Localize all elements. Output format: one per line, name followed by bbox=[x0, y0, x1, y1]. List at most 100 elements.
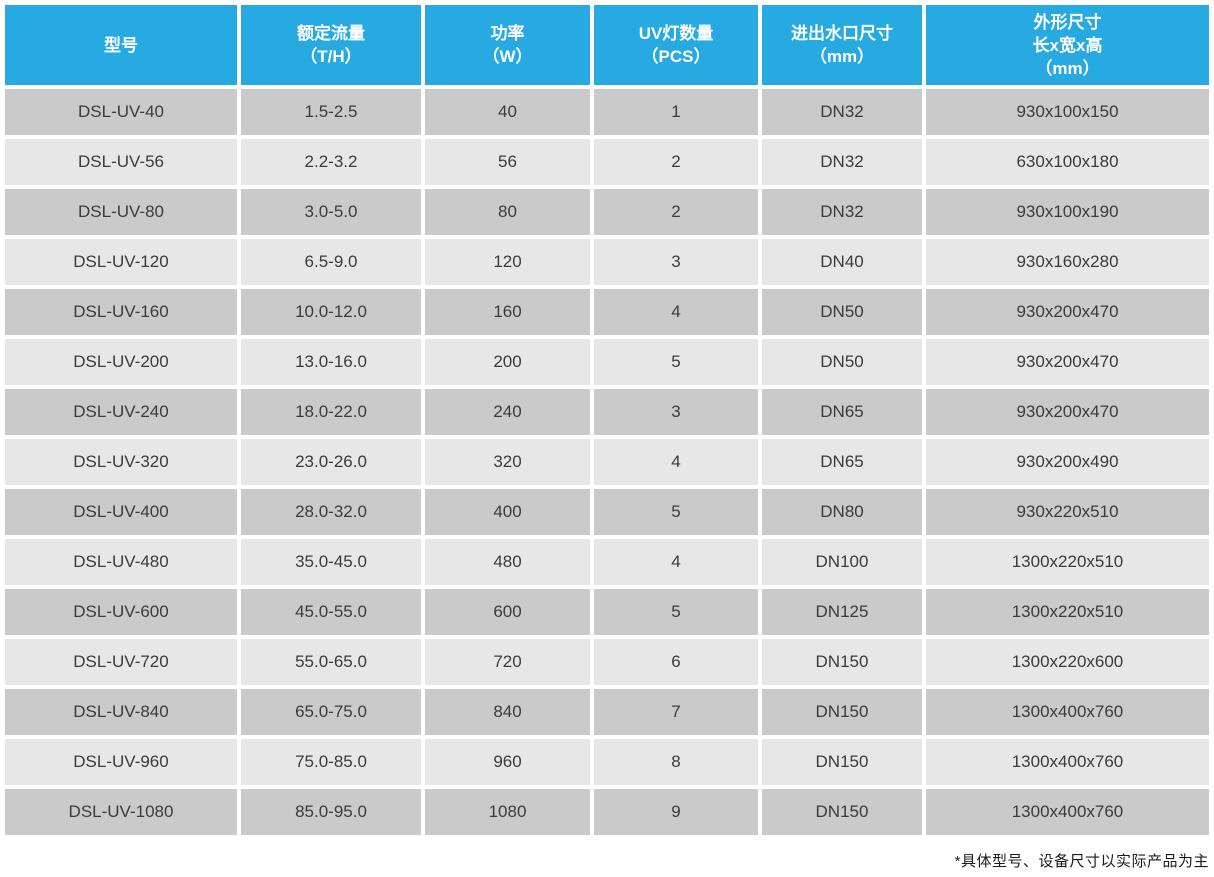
column-header-model: 型号 bbox=[5, 5, 237, 85]
column-header-port: 进出水口尺寸 （mm） bbox=[762, 5, 922, 85]
cell-lamps: 3 bbox=[594, 389, 758, 435]
cell-port: DN50 bbox=[762, 289, 922, 335]
cell-port: DN65 bbox=[762, 439, 922, 485]
cell-power: 240 bbox=[425, 389, 590, 435]
cell-flow: 2.2-3.2 bbox=[241, 139, 421, 185]
cell-power: 600 bbox=[425, 589, 590, 635]
cell-lamps: 6 bbox=[594, 639, 758, 685]
table-row: DSL-UV-960 75.0-85.0 960 8 DN150 1300x400x760 bbox=[5, 739, 1209, 785]
cell-lamps: 4 bbox=[594, 439, 758, 485]
column-header-lamps: UV灯数量 （PCS） bbox=[594, 5, 758, 85]
cell-size: 1300x220x510 bbox=[926, 589, 1209, 635]
cell-port: DN40 bbox=[762, 239, 922, 285]
cell-port: DN50 bbox=[762, 339, 922, 385]
column-header-size: 外形尺寸长x宽x高 （mm） bbox=[926, 5, 1209, 85]
cell-lamps: 4 bbox=[594, 289, 758, 335]
cell-power: 40 bbox=[425, 89, 590, 135]
cell-size: 930x200x470 bbox=[926, 289, 1209, 335]
cell-port: DN65 bbox=[762, 389, 922, 435]
cell-flow: 6.5-9.0 bbox=[241, 239, 421, 285]
cell-model: DSL-UV-56 bbox=[5, 139, 237, 185]
cell-size: 1300x400x760 bbox=[926, 789, 1209, 835]
cell-lamps: 9 bbox=[594, 789, 758, 835]
column-header-line: （mm） bbox=[809, 47, 875, 66]
cell-power: 160 bbox=[425, 289, 590, 335]
table-row: DSL-UV-80 3.0-5.0 80 2 DN32 930x100x190 bbox=[5, 189, 1209, 235]
table-row: DSL-UV-40 1.5-2.5 40 1 DN32 930x100x150 bbox=[5, 89, 1209, 135]
column-header-line: （PCS） bbox=[641, 47, 711, 66]
cell-size: 930x100x190 bbox=[926, 189, 1209, 235]
cell-port: DN150 bbox=[762, 739, 922, 785]
cell-lamps: 8 bbox=[594, 739, 758, 785]
footnote: *具体型号、设备尺寸以实际产品为主 bbox=[954, 853, 1209, 870]
table-row: DSL-UV-56 2.2-3.2 56 2 DN32 630x100x180 bbox=[5, 139, 1209, 185]
cell-model: DSL-UV-480 bbox=[5, 539, 237, 585]
cell-flow: 13.0-16.0 bbox=[241, 339, 421, 385]
cell-port: DN80 bbox=[762, 489, 922, 535]
table-row: DSL-UV-480 35.0-45.0 480 4 DN100 1300x220x510 bbox=[5, 539, 1209, 585]
cell-model: DSL-UV-40 bbox=[5, 89, 237, 135]
cell-port: DN125 bbox=[762, 589, 922, 635]
cell-power: 720 bbox=[425, 639, 590, 685]
column-header-line: （mm） bbox=[1035, 58, 1100, 78]
cell-flow: 75.0-85.0 bbox=[241, 739, 421, 785]
cell-port: DN150 bbox=[762, 789, 922, 835]
cell-model: DSL-UV-160 bbox=[5, 289, 237, 335]
column-header-line: 额定流量 bbox=[297, 24, 365, 43]
cell-port: DN150 bbox=[762, 689, 922, 735]
cell-flow: 3.0-5.0 bbox=[241, 189, 421, 235]
cell-lamps: 2 bbox=[594, 189, 758, 235]
cell-size: 930x200x470 bbox=[926, 339, 1209, 385]
cell-power: 320 bbox=[425, 439, 590, 485]
column-header-line: 功率 bbox=[490, 24, 525, 43]
cell-flow: 55.0-65.0 bbox=[241, 639, 421, 685]
cell-power: 840 bbox=[425, 689, 590, 735]
cell-lamps: 5 bbox=[594, 489, 758, 535]
cell-lamps: 7 bbox=[594, 689, 758, 735]
cell-size: 1300x220x510 bbox=[926, 539, 1209, 585]
cell-size: 1300x220x600 bbox=[926, 639, 1209, 685]
cell-port: DN32 bbox=[762, 89, 922, 135]
cell-power: 960 bbox=[425, 739, 590, 785]
column-header-line: 外形尺寸 bbox=[1033, 12, 1102, 32]
cell-model: DSL-UV-200 bbox=[5, 339, 237, 385]
column-header-line: 长x宽x高 bbox=[1032, 35, 1103, 55]
table-row: DSL-UV-160 10.0-12.0 160 4 DN50 930x200x470 bbox=[5, 289, 1209, 335]
cell-power: 120 bbox=[425, 239, 590, 285]
cell-power: 480 bbox=[425, 539, 590, 585]
cell-flow: 10.0-12.0 bbox=[241, 289, 421, 335]
cell-model: DSL-UV-240 bbox=[5, 389, 237, 435]
cell-model: DSL-UV-320 bbox=[5, 439, 237, 485]
cell-model: DSL-UV-80 bbox=[5, 189, 237, 235]
cell-flow: 85.0-95.0 bbox=[241, 789, 421, 835]
cell-port: DN100 bbox=[762, 539, 922, 585]
cell-power: 200 bbox=[425, 339, 590, 385]
cell-size: 930x160x280 bbox=[926, 239, 1209, 285]
cell-size: 930x200x470 bbox=[926, 389, 1209, 435]
cell-flow: 45.0-55.0 bbox=[241, 589, 421, 635]
cell-model: DSL-UV-960 bbox=[5, 739, 237, 785]
cell-flow: 28.0-32.0 bbox=[241, 489, 421, 535]
cell-lamps: 2 bbox=[594, 139, 758, 185]
cell-lamps: 1 bbox=[594, 89, 758, 135]
cell-size: 1300x400x760 bbox=[926, 689, 1209, 735]
table-row: DSL-UV-240 18.0-22.0 240 3 DN65 930x200x470 bbox=[5, 389, 1209, 435]
table-row: DSL-UV-720 55.0-65.0 720 6 DN150 1300x220x600 bbox=[5, 639, 1209, 685]
table-row: DSL-UV-840 65.0-75.0 840 7 DN150 1300x400x760 bbox=[5, 689, 1209, 735]
table-row: DSL-UV-320 23.0-26.0 320 4 DN65 930x200x490 bbox=[5, 439, 1209, 485]
cell-power: 400 bbox=[425, 489, 590, 535]
cell-port: DN150 bbox=[762, 639, 922, 685]
cell-flow: 35.0-45.0 bbox=[241, 539, 421, 585]
cell-model: DSL-UV-840 bbox=[5, 689, 237, 735]
cell-flow: 18.0-22.0 bbox=[241, 389, 421, 435]
cell-flow: 1.5-2.5 bbox=[241, 89, 421, 135]
cell-lamps: 5 bbox=[594, 339, 758, 385]
cell-size: 930x200x490 bbox=[926, 439, 1209, 485]
cell-power: 80 bbox=[425, 189, 590, 235]
cell-size: 930x100x150 bbox=[926, 89, 1209, 135]
table-header: 型号 额定流量 （T/H） 功率 （W） UV灯数量 （PCS） 进出水口尺寸 （mm） 外形尺寸… bbox=[5, 5, 1209, 85]
uv-sterilizer-spec-table: 型号 额定流量 （T/H） 功率 （W） UV灯数量 （PCS） 进出水口尺寸 （mm） 外形尺寸… bbox=[1, 1, 1213, 839]
cell-model: DSL-UV-400 bbox=[5, 489, 237, 535]
column-header-power: 功率 （W） bbox=[425, 5, 590, 85]
cell-size: 930x220x510 bbox=[926, 489, 1209, 535]
